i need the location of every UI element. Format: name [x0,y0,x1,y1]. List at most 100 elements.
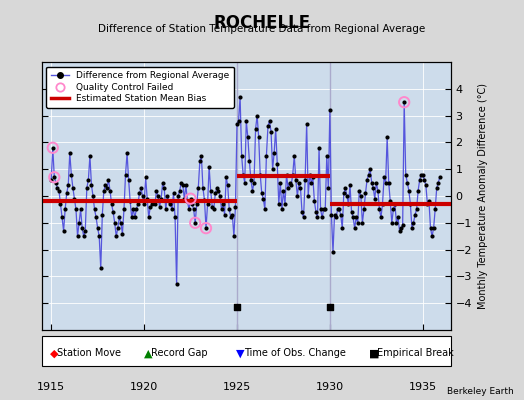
Point [176,188,184,194]
Y-axis label: Monthly Temperature Anomaly Difference (°C): Monthly Temperature Anomaly Difference (… [477,83,487,309]
Point [73,233,82,239]
Point [75,220,83,226]
Point [286,179,294,186]
Point [55,188,63,194]
Point [294,179,303,186]
Point [406,201,414,207]
Text: 1915: 1915 [37,382,66,392]
Point [362,190,370,196]
Point [226,214,235,221]
Point [329,249,337,256]
Point [194,185,202,191]
Point [140,201,148,207]
Point [180,196,189,202]
Point [211,190,220,196]
Point [416,177,424,183]
Point [293,193,301,199]
Point [137,185,145,191]
Point [117,220,125,226]
Point [367,179,376,186]
Point [244,134,252,140]
Point [93,225,102,231]
Point [343,193,351,199]
Point [389,206,398,212]
Point [213,185,221,191]
Point [157,196,166,202]
Point [148,201,156,207]
Point [318,214,326,221]
Point [360,206,368,212]
Point [255,134,263,140]
Point [253,112,261,119]
Point [338,225,346,231]
Point [53,185,62,191]
Point [363,177,371,183]
Point [106,188,114,194]
Point [135,190,144,196]
Point [61,206,69,212]
Point [313,214,322,221]
Text: Difference of Station Temperature Data from Regional Average: Difference of Station Temperature Data f… [99,24,425,34]
Text: Time of Obs. Change: Time of Obs. Change [244,348,345,358]
Point [364,171,373,178]
Point [182,182,190,188]
Point [412,206,421,212]
Point [419,171,427,178]
Point [152,188,161,194]
Point [163,193,171,199]
Point [298,209,306,215]
Point [336,212,345,218]
Point [290,152,299,159]
Point [435,174,444,180]
Point [425,198,433,204]
Point [429,225,438,231]
Point [149,198,158,204]
Point [354,220,362,226]
Point [233,304,241,310]
Point [422,182,430,188]
Point [62,190,71,196]
Point [190,206,198,212]
Point [177,179,185,186]
Point [122,171,130,178]
Point [67,171,75,178]
Point [172,281,181,288]
Point [151,201,159,207]
Point [104,177,113,183]
Point [411,212,419,218]
Point [289,171,297,178]
Point [231,204,239,210]
Point [192,201,201,207]
Point [383,134,391,140]
Point [129,206,137,212]
Text: Berkeley Earth: Berkeley Earth [447,387,514,396]
Point [77,206,85,212]
Point [271,126,280,132]
Point [320,206,328,212]
Point [185,206,193,212]
Point [428,233,436,239]
Point [296,185,304,191]
Point [310,198,319,204]
Point [233,120,241,127]
Point [70,196,79,202]
Text: Empirical Break: Empirical Break [377,348,454,358]
Point [171,214,179,221]
Point [237,152,246,159]
Point [315,144,323,151]
Text: 1920: 1920 [130,382,158,392]
Point [224,182,232,188]
Point [256,171,265,178]
Point [81,228,90,234]
Point [279,188,288,194]
Point [64,182,72,188]
Point [187,196,195,202]
Point [332,214,340,221]
Point [80,233,88,239]
Point [423,201,432,207]
Point [195,158,204,164]
Point [221,212,229,218]
Point [59,228,68,234]
Point [158,179,167,186]
Point [124,177,133,183]
